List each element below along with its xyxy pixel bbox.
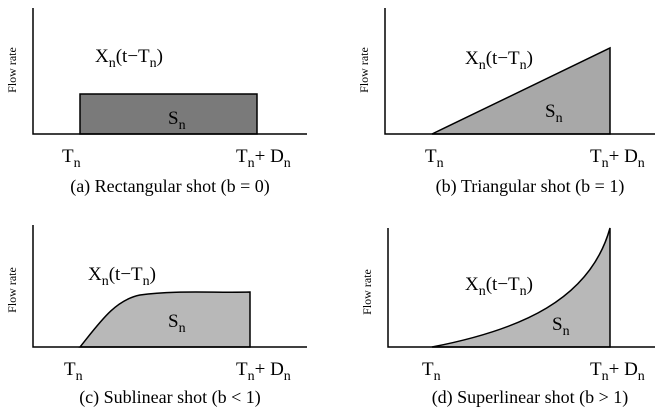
label-part: T (62, 146, 74, 167)
label-part: T (422, 359, 434, 380)
label-part: + D (255, 359, 284, 380)
label-part: n (602, 156, 609, 171)
label-part: T (590, 359, 602, 380)
label-part: n (479, 58, 486, 73)
curve-label: Xn(t−Tn) (465, 274, 533, 299)
label-part: X (465, 48, 479, 69)
label-part: S (168, 311, 179, 332)
y-axis-label: Flow rate (360, 269, 374, 315)
caption: (a) Rectangular shot (b = 0) (70, 176, 270, 197)
end-label: Tn+ Dn (236, 359, 291, 384)
axes (32, 225, 307, 348)
label-part: n (143, 274, 150, 289)
curve-label: Xn(t−Tn) (95, 46, 163, 71)
caption: (c) Sublinear shot (b < 1) (79, 387, 261, 408)
label-part: T (64, 359, 76, 380)
label-part: n (520, 284, 527, 299)
y-axis-label: Flow rate (5, 267, 19, 313)
shot-area (431, 227, 611, 348)
label-part: n (638, 156, 645, 171)
label-part: n (563, 324, 570, 339)
end-label: Tn+ Dn (236, 146, 291, 171)
label-part: S (168, 108, 179, 129)
label-part: X (95, 46, 109, 67)
label-part: T (590, 146, 602, 167)
start-label: Tn (422, 359, 441, 384)
label-part: n (520, 58, 527, 73)
start-label: Tn (64, 359, 83, 384)
area-label: Sn (168, 108, 186, 133)
caption: (b) Triangular shot (b = 1) (436, 176, 625, 197)
axes (32, 8, 307, 135)
y-axis-label: Flow rate (357, 47, 371, 93)
label-part: n (284, 156, 291, 171)
label-part: + D (609, 359, 638, 380)
label-part: n (638, 369, 645, 384)
y-axis-label: Flow rate (5, 47, 19, 93)
label-part: X (465, 274, 479, 295)
end-label: Tn+ Dn (590, 146, 645, 171)
label-part: + D (255, 146, 284, 167)
shot-area (78, 291, 251, 348)
label-part: T (236, 146, 248, 167)
label-part: ) (527, 274, 533, 295)
label-part: n (556, 111, 563, 126)
label-part: n (179, 321, 186, 336)
label-part: n (248, 156, 255, 171)
area-label: Sn (168, 311, 186, 336)
label-part: n (434, 369, 441, 384)
label-part: n (248, 369, 255, 384)
caption: (d) Superlinear shot (b > 1) (432, 387, 629, 408)
label-part: n (102, 274, 109, 289)
label-part: X (88, 264, 102, 285)
end-label: Tn+ Dn (590, 359, 645, 384)
label-part: (t−T (486, 48, 520, 69)
axes (384, 8, 655, 135)
label-part: + D (609, 146, 638, 167)
start-label: Tn (425, 146, 444, 171)
area-label: Sn (545, 101, 563, 126)
label-part: (t−T (109, 264, 143, 285)
label-part: T (425, 146, 437, 167)
label-part: n (74, 156, 81, 171)
label-part: (t−T (486, 274, 520, 295)
label-part: n (479, 284, 486, 299)
axes (387, 228, 655, 348)
label-part: n (76, 369, 83, 384)
label-part: n (284, 369, 291, 384)
area-label: Sn (552, 314, 570, 339)
label-part: n (150, 56, 157, 71)
label-part: n (602, 369, 609, 384)
label-part: ) (150, 264, 156, 285)
label-part: T (236, 359, 248, 380)
label-part: S (545, 101, 556, 122)
curve-label: Xn(t−Tn) (88, 264, 156, 289)
label-part: S (552, 314, 563, 335)
label-part: ) (527, 48, 533, 69)
start-label: Tn (62, 146, 81, 171)
label-part: (t−T (116, 46, 150, 67)
label-part: n (109, 56, 116, 71)
label-part: ) (157, 46, 163, 67)
curve-label: Xn(t−Tn) (465, 48, 533, 73)
label-part: n (179, 118, 186, 133)
label-part: n (437, 156, 444, 171)
